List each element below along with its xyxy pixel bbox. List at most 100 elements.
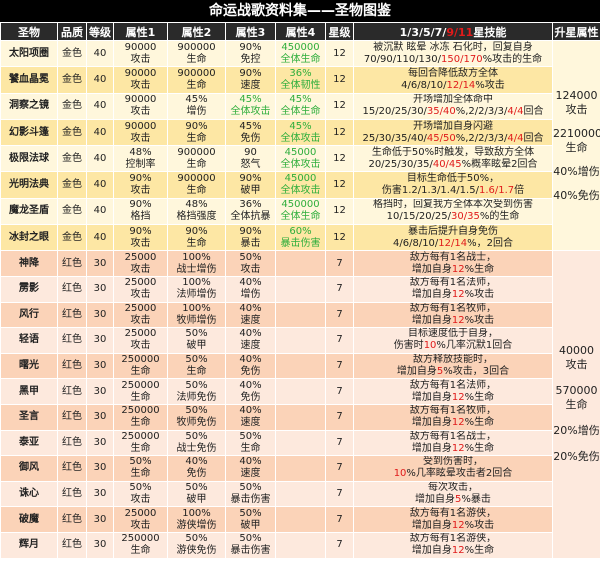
quality: 红色 (57, 506, 87, 533)
attr-type: 攻击 (130, 106, 151, 118)
quality: 红色 (57, 480, 87, 508)
quality: 红色 (57, 352, 87, 380)
attr-type: 全体攻击 (280, 185, 321, 197)
attribute-a1: 25000 攻击 (113, 506, 168, 533)
skill-line: 4/6/8/10/12/14%，2回合 (355, 237, 552, 250)
quality: 红色 (57, 250, 87, 277)
attr-type: 全体攻击 (230, 106, 271, 118)
skill-line: 增加自身12%攻击 (355, 289, 552, 301)
attr-type: 免控 (240, 53, 261, 65)
attr-value: 90000 (124, 120, 157, 132)
attr-type: 攻击 (130, 185, 151, 197)
upgrade-attributes: 40000 攻击 570000 生命 20%增伤 20%免伤 (552, 250, 600, 559)
skill-text: 12 (451, 545, 465, 557)
attribute-a2: 50% 法师免伤 (167, 378, 226, 405)
skill-text: 格挡时，回复我方全体本次受到伤害 (373, 199, 533, 211)
attr-type: 格挡强度 (176, 211, 217, 223)
upgrade-text: 40%增伤 (553, 164, 600, 178)
star-level: 12 (325, 66, 354, 94)
attr-value: 25000 (124, 277, 157, 289)
attr-value: 900000 (177, 41, 216, 53)
attr-type: 生命 (186, 185, 207, 197)
attr-value: 100% (182, 251, 211, 263)
attr-value: 36% (239, 199, 262, 211)
attribute-a4 (275, 250, 326, 277)
skill-text: %攻击的生命 (482, 53, 543, 65)
column-header: 1/3/5/7/9/11星技能 (353, 22, 553, 41)
attr-value: 100% (182, 302, 211, 314)
attr-value: 100% (182, 277, 211, 289)
star-level: 12 (325, 39, 354, 68)
attr-type: 生命 (130, 442, 151, 454)
attribute-a2: 50% 战士免伤 (167, 429, 226, 457)
attr-type: 速度 (240, 468, 261, 480)
skill-line: 10/15/20/25/30/35%的生命 (355, 211, 552, 223)
skill-text: 敌方每有1名游侠， (409, 507, 497, 519)
attribute-a1: 90000 攻击 (113, 39, 168, 68)
attr-type: 攻击 (130, 132, 151, 144)
attribute-a3: 90% 暴击 (225, 224, 276, 252)
skill-line: 敌方每有1名法师， (355, 277, 552, 289)
attribute-a3: 45% 全体攻击 (225, 92, 276, 120)
attribute-a4 (275, 506, 326, 533)
relic-name: 光明法典 (0, 171, 58, 199)
skill-text: %,2/2/3/3/ (455, 106, 508, 118)
level: 30 (86, 250, 114, 277)
star-skill: 目标生命低于50%， 伤害1.2/1.3/1.4/1.5/1.6/1.7倍 (353, 171, 553, 199)
level: 30 (86, 455, 114, 482)
attr-value: 48% (129, 146, 152, 158)
header-part: 星技能 (473, 25, 507, 39)
star-level: 7 (325, 327, 354, 354)
attr-value: 50% (129, 456, 152, 468)
header-part: 9/11 (446, 25, 474, 39)
attr-value: 45% (185, 94, 208, 106)
attr-value: 40% (239, 405, 262, 417)
column-header: 升星属性 (552, 22, 600, 41)
quality: 金色 (57, 66, 87, 94)
skill-text: 回合 (523, 106, 544, 118)
skill-text: %，2回合 (467, 237, 513, 249)
attribute-a1: 250000 生命 (113, 352, 168, 380)
skill-line: 15/20/25/30/35/40%,2/2/3/3/4/4回合 (355, 106, 552, 118)
column-header: 品质 (57, 22, 87, 41)
skill-text: 4/6/8/10/ (401, 79, 447, 91)
skill-text: 伤害1.2/1.3/1.4/1.5/ (381, 185, 479, 197)
column-header: 星级 (325, 22, 354, 41)
skill-text: %攻击，3回合 (443, 366, 510, 378)
skill-line: 敌方每有1名游侠， (355, 507, 552, 520)
attribute-a2: 100% 战士增伤 (167, 250, 226, 277)
skill-text: 70/90/110/130/ (363, 53, 442, 65)
skill-text: %攻击 (464, 314, 495, 326)
attr-value: 40% (239, 354, 262, 366)
attr-type: 暴击伤害 (230, 494, 271, 506)
relic-name: 诛心 (0, 480, 58, 508)
skill-text: %暴击 (461, 494, 491, 506)
attr-value: 50% (185, 533, 208, 545)
attr-value: 250000 (121, 354, 160, 366)
skill-line: 增加自身12%攻击 (355, 314, 552, 327)
attribute-a1: 250000 生命 (113, 403, 168, 431)
attribute-a4: 45000 全体攻击 (275, 145, 326, 173)
skill-text: 回合 (523, 132, 544, 144)
level: 30 (86, 429, 114, 457)
relic-name: 圣言 (0, 403, 58, 431)
attr-type: 暴击 (240, 237, 261, 249)
quality: 红色 (57, 429, 87, 457)
skill-text: 12 (451, 289, 465, 301)
attr-type: 生命 (130, 391, 151, 403)
quality: 金色 (57, 39, 87, 68)
star-level: 12 (325, 145, 354, 173)
table-row: 泰亚 红色 30 250000 生命 50% 战士免伤 50% 生命 7 敌方每有1名战士， 增加自身… (0, 429, 600, 457)
attr-value: 450000 (281, 41, 320, 53)
skill-text: %,2/2/3/3/ (455, 132, 508, 144)
relic-name: 御风 (0, 455, 58, 482)
table-row: 黑甲 红色 30 250000 生命 50% 法师免伤 40% 免伤 7 敌方每有1名法师， 增加自身… (0, 378, 600, 405)
skill-text: 4/4 (507, 132, 524, 144)
skill-text: 35/40 (426, 106, 456, 118)
quality: 红色 (57, 531, 87, 559)
skill-text: 12 (451, 314, 465, 326)
quality: 金色 (57, 224, 87, 252)
star-skill: 目标速度低于自身， 伤害时10%几率沉默1回合 (353, 327, 553, 354)
skill-line: 敌方每有1名游侠， (355, 533, 552, 545)
quality: 金色 (57, 197, 87, 226)
